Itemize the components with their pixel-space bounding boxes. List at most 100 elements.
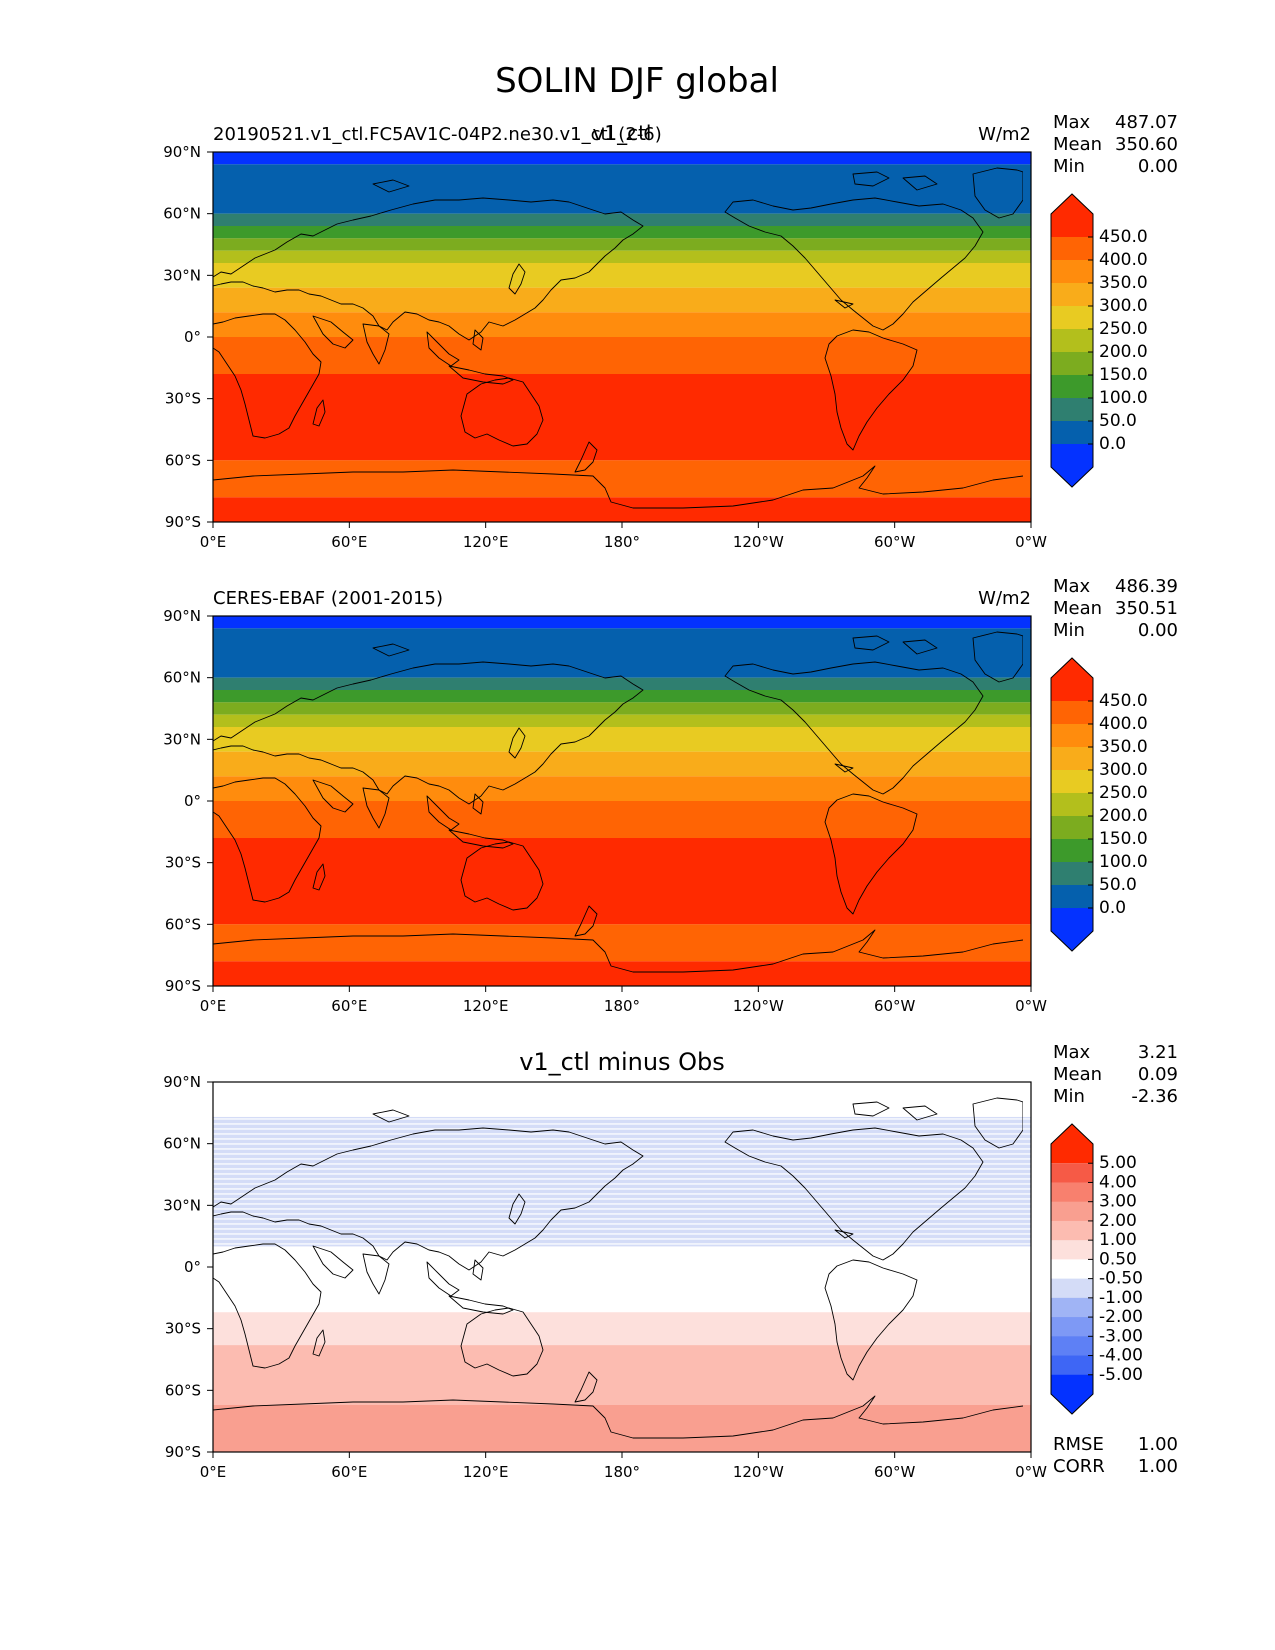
- colorbar-segment: [1051, 1163, 1093, 1183]
- colorbar-label: 100.0: [1099, 388, 1148, 408]
- colorbar-segment: [1051, 1336, 1093, 1357]
- colorbar-label: 450.0: [1099, 227, 1148, 247]
- y-tick-label: 60°N: [163, 669, 201, 687]
- stat-label: Max: [1053, 112, 1091, 133]
- colorbar-segment: [1051, 701, 1093, 725]
- lat-band: [213, 152, 1031, 165]
- panel-title: v1_ctl: [593, 121, 652, 145]
- stat-label: Min: [1053, 156, 1085, 177]
- colorbar-label: -1.00: [1099, 1288, 1143, 1308]
- colorbar-label: 4.00: [1099, 1172, 1137, 1192]
- y-tick-label: 60°S: [165, 1381, 201, 1399]
- lat-band: [213, 776, 1031, 801]
- colorbar-label: -2.00: [1099, 1307, 1143, 1327]
- lat-band: [213, 374, 1031, 461]
- x-tick-label: 0°E: [200, 533, 227, 551]
- colorbar-segment: [1051, 747, 1093, 771]
- colorbar-segment: [1051, 283, 1093, 307]
- x-tick-label: 120°E: [463, 997, 509, 1015]
- colorbar-segment: [1051, 306, 1093, 330]
- colorbar: 450.0 400.0 350.0 300.0 250.0 200.0 150.0 100.0…: [1050, 657, 1148, 952]
- panel-difference: 90°N 60°N 30°N 0° 30°S 60°S 90°S 0°E 60°E 120°E 18…: [163, 1042, 1178, 1481]
- colorbar-segment: [1051, 1201, 1093, 1222]
- lat-band: [213, 1312, 1031, 1346]
- colorbar-segment: [1051, 770, 1093, 794]
- lat-band: [213, 337, 1031, 374]
- stat-value: 0.09: [1138, 1064, 1178, 1085]
- colorbar-segment: [1051, 1124, 1093, 1164]
- stat-value: 3.21: [1138, 1042, 1178, 1063]
- stat-label: Min: [1053, 1086, 1085, 1107]
- y-tick-label: 90°N: [163, 143, 201, 161]
- extra-stat-value: 1.00: [1138, 1434, 1178, 1455]
- x-tick-label: 120°E: [463, 1463, 509, 1481]
- y-tick-label: 90°S: [165, 977, 201, 995]
- colorbar-label: 0.0: [1099, 434, 1126, 454]
- extra-stat-label: RMSE: [1053, 1434, 1104, 1455]
- lat-band: [213, 312, 1031, 337]
- colorbar-segment: [1051, 1240, 1093, 1260]
- x-tick-label: 180°: [604, 1463, 640, 1481]
- figure-title: SOLIN DJF global: [495, 61, 779, 101]
- colorbar-segment: [1051, 793, 1093, 817]
- colorbar: 5.004.003.002.001.000.50-0.50-1.00-2.00-…: [1050, 1123, 1143, 1415]
- stat-value: 486.39: [1115, 576, 1178, 597]
- colorbar-label: 150.0: [1099, 365, 1148, 385]
- stat-label: Mean: [1053, 1064, 1102, 1085]
- lat-band: [213, 924, 1031, 962]
- colorbar-segment: [1051, 1317, 1093, 1337]
- lat-band: [213, 690, 1031, 703]
- y-tick-label: 0°: [184, 792, 201, 810]
- y-tick-label: 60°N: [163, 205, 201, 223]
- colorbar-label: 2.00: [1099, 1211, 1137, 1231]
- colorbar-label: 50.0: [1099, 875, 1137, 895]
- y-tick-label: 60°S: [165, 915, 201, 933]
- colorbar-segment: [1051, 329, 1093, 353]
- stat-value: 0.00: [1138, 620, 1178, 641]
- stat-value: -2.36: [1131, 1086, 1178, 1107]
- colorbar-segment: [1051, 862, 1093, 886]
- x-tick-label: 120°W: [733, 1463, 784, 1481]
- lat-band: [213, 238, 1031, 251]
- x-tick-label: 120°W: [733, 997, 784, 1015]
- y-tick-label: 90°N: [163, 607, 201, 625]
- stat-value: 0.00: [1138, 156, 1178, 177]
- y-tick-label: 30°S: [165, 854, 201, 872]
- x-tick-label: 0°W: [1015, 1463, 1047, 1481]
- lat-band: [213, 460, 1031, 498]
- colorbar-segment: [1051, 1220, 1093, 1241]
- colorbar-segment: [1051, 352, 1093, 376]
- lat-band: [213, 838, 1031, 925]
- lat-band: [213, 1404, 1031, 1452]
- colorbar-label: 200.0: [1099, 342, 1148, 362]
- map-field: [213, 152, 1031, 522]
- colorbar-label: 300.0: [1099, 760, 1148, 780]
- colorbar-label: 350.0: [1099, 737, 1148, 757]
- colorbar-label: 5.00: [1099, 1153, 1137, 1173]
- colorbar-segment: [1051, 839, 1093, 863]
- colorbar-label: 3.00: [1099, 1192, 1137, 1212]
- x-tick-label: 60°E: [331, 1463, 367, 1481]
- stat-label: Max: [1053, 576, 1091, 597]
- colorbar-label: -3.00: [1099, 1326, 1143, 1346]
- x-tick-label: 0°E: [200, 997, 227, 1015]
- lat-band: [213, 628, 1031, 678]
- extra-stat-label: CORR: [1053, 1456, 1105, 1477]
- colorbar-segment: [1051, 885, 1093, 909]
- panel-units: W/m2: [978, 124, 1031, 145]
- stat-label: Mean: [1053, 598, 1102, 619]
- y-tick-label: 0°: [184, 1258, 201, 1276]
- y-tick-label: 30°S: [165, 1320, 201, 1338]
- x-tick-label: 60°W: [874, 997, 916, 1015]
- colorbar-label: 250.0: [1099, 319, 1148, 339]
- colorbar-segment: [1051, 194, 1093, 237]
- x-tick-label: 180°: [604, 533, 640, 551]
- x-tick-label: 0°W: [1015, 997, 1047, 1015]
- x-tick-label: 0°W: [1015, 533, 1047, 551]
- y-tick-label: 60°N: [163, 1135, 201, 1153]
- panel-left-label: 20190521.v1_ctl.FC5AV1C-04P2.ne30.v1_ctl…: [213, 124, 662, 145]
- colorbar-segment: [1051, 237, 1093, 261]
- colorbar-label: 250.0: [1099, 783, 1148, 803]
- lat-band: [213, 616, 1031, 629]
